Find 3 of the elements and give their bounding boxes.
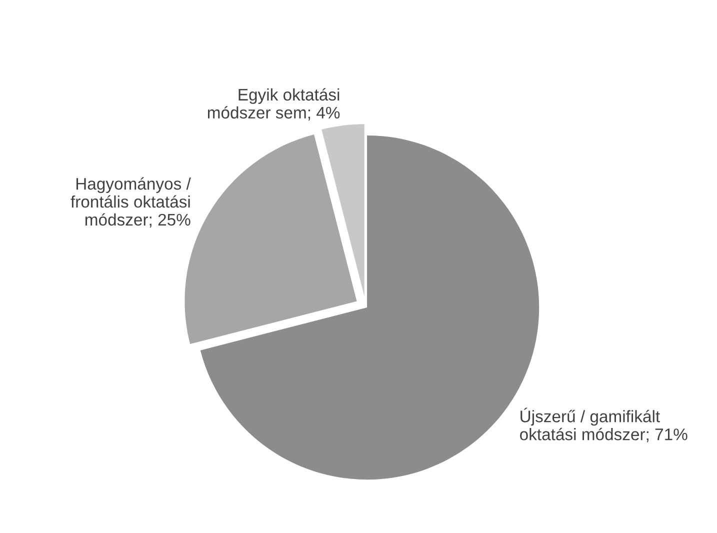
slice-label: Hagyományos / frontális oktatási módszer; 25% [70, 177, 191, 228]
slice-label: Újszerű / gamifikált oktatási módszer; 71% [520, 408, 688, 442]
slice-label: Egyik oktatási módszer sem; 4% [208, 88, 340, 121]
